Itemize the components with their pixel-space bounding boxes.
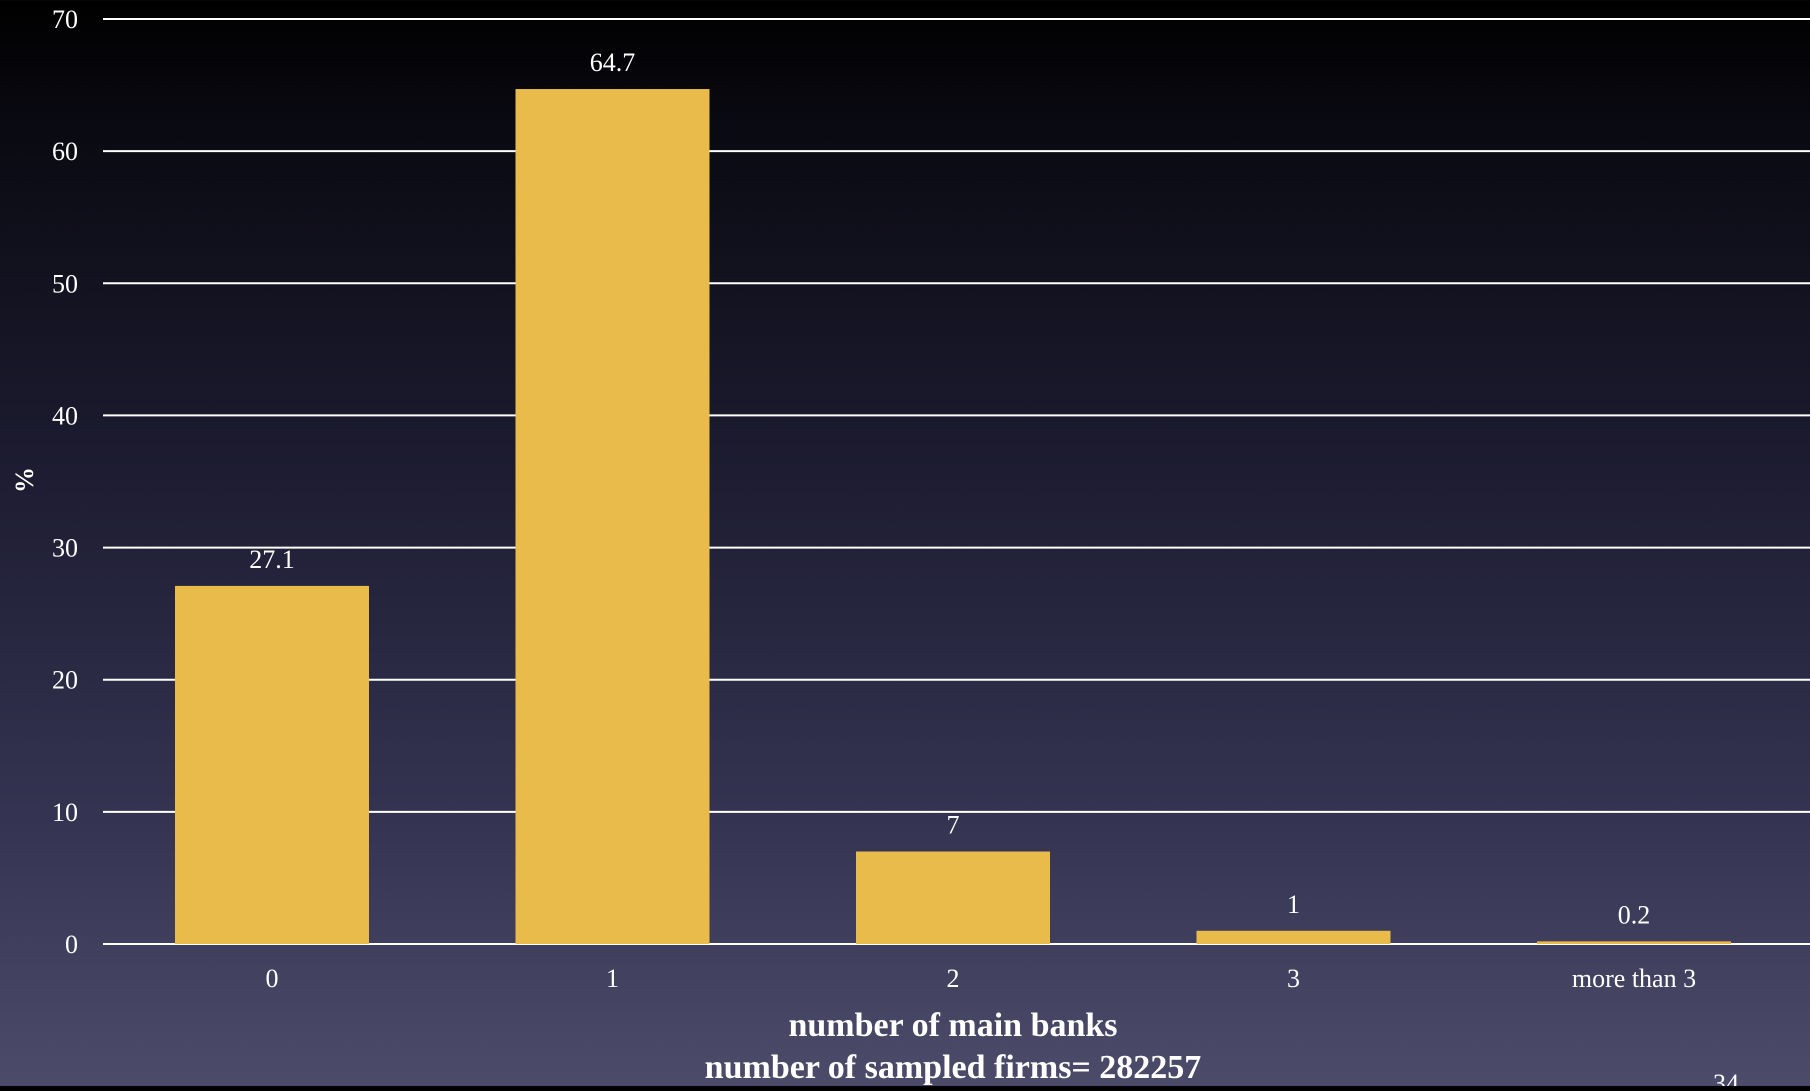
x-tick-label: 0 xyxy=(266,964,279,993)
y-axis-title: % xyxy=(10,467,39,493)
bar xyxy=(515,89,710,945)
y-tick-label: 20 xyxy=(52,666,78,695)
data-label: 7 xyxy=(947,811,960,840)
x-tick-label: 2 xyxy=(947,964,960,993)
data-label: 1 xyxy=(1287,890,1300,919)
bar xyxy=(175,585,369,944)
y-tick-label: 10 xyxy=(52,798,78,827)
x-axis-subtitle: number of sampled firms= 282257 xyxy=(705,1049,1202,1086)
bar xyxy=(1196,930,1391,944)
y-tick-label: 40 xyxy=(52,401,78,430)
x-axis-ticks: 0 1 2 3 more than 3 xyxy=(266,964,1697,993)
y-tick-label: 60 xyxy=(52,137,78,166)
x-tick-label: more than 3 xyxy=(1572,964,1696,993)
x-tick-label: 1 xyxy=(606,964,619,993)
y-tick-label: 70 xyxy=(52,5,78,34)
data-label: 64.7 xyxy=(590,48,636,77)
bars xyxy=(175,89,1731,945)
page-number: 34 xyxy=(1713,1069,1739,1086)
grid-lines xyxy=(103,18,1810,945)
y-tick-label: 50 xyxy=(52,269,78,298)
bar xyxy=(856,851,1050,944)
y-tick-label: 30 xyxy=(52,534,78,563)
bar xyxy=(1537,941,1731,944)
data-labels: 27.1 64.7 7 1 0.2 xyxy=(249,48,1650,929)
data-label: 27.1 xyxy=(249,545,295,574)
y-tick-label: 0 xyxy=(65,930,78,959)
data-label: 0.2 xyxy=(1618,900,1651,929)
y-axis-ticks: 0 10 20 30 40 50 60 70 xyxy=(52,5,78,959)
x-tick-label: 3 xyxy=(1287,964,1300,993)
x-axis-title: number of main banks xyxy=(788,1007,1117,1044)
